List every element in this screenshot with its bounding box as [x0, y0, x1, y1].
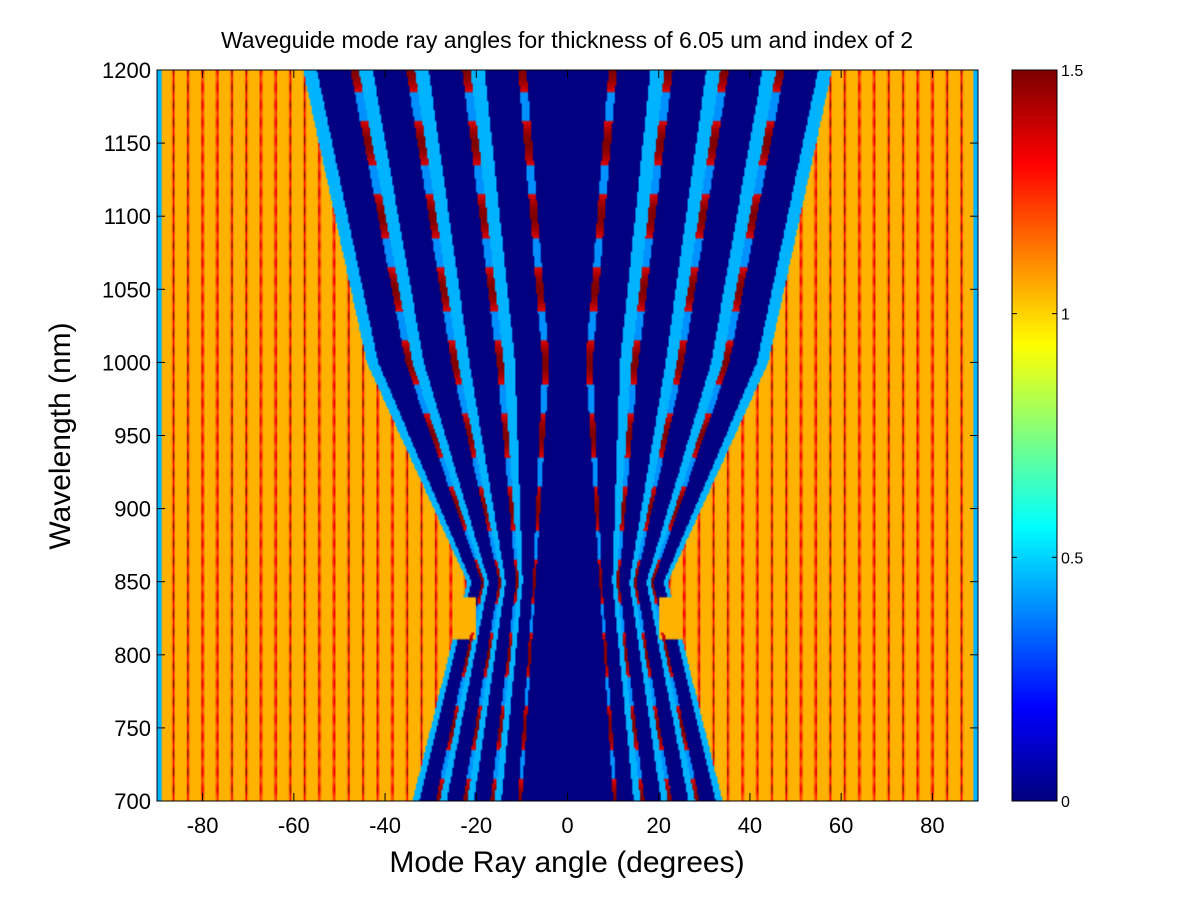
plot-area [156, 69, 979, 802]
x-axis-ticks: -80 -60 -40 -20 0 20 40 60 80 [187, 70, 945, 838]
x-tick-label: 60 [829, 813, 853, 838]
y-tick-label: 900 [114, 497, 151, 522]
y-tick-label: 800 [114, 643, 151, 668]
x-axis-label: Mode Ray angle (degrees) [389, 846, 744, 879]
x-tick-label: -40 [369, 813, 401, 838]
y-tick-label: 1100 [104, 204, 151, 229]
colorbar: 0 0.5 1 1.5 [1011, 63, 1083, 811]
colorbar-tick-label: 1.5 [1061, 63, 1083, 80]
x-tick-label: -60 [278, 813, 310, 838]
y-tick-label: 850 [114, 570, 151, 595]
y-tick-label: 1200 [102, 58, 151, 83]
chart-title: Waveguide mode ray angles for thickness … [221, 27, 913, 53]
y-tick-label: 1050 [102, 277, 151, 302]
colorbar-tick-label: 0 [1061, 794, 1070, 811]
x-tick-label: 20 [646, 813, 670, 838]
x-tick-label: -20 [460, 813, 492, 838]
x-tick-label: 40 [738, 813, 762, 838]
colorbar-frame [1011, 69, 1058, 802]
y-tick-label: 750 [114, 716, 151, 741]
colorbar-gradient [1012, 70, 1057, 801]
heatmap-image [157, 70, 978, 801]
colorbar-tick-label: 0.5 [1061, 550, 1083, 567]
y-tick-label: 1000 [102, 350, 151, 375]
y-axis-label: Wavelength (nm) [44, 322, 77, 549]
x-tick-label: 0 [561, 813, 573, 838]
colorbar-tick-label: 1 [1061, 307, 1070, 324]
y-tick-label: 700 [114, 789, 151, 814]
x-tick-label: 80 [920, 813, 944, 838]
y-axis-ticks: 700 750 800 850 900 950 1000 1050 1100 1150 1200 [102, 58, 978, 814]
y-tick-label: 1150 [104, 131, 151, 156]
x-tick-label: -80 [187, 813, 219, 838]
colorbar-ticks: 0 0.5 1 1.5 [1012, 63, 1083, 811]
y-tick-label: 950 [114, 424, 151, 449]
